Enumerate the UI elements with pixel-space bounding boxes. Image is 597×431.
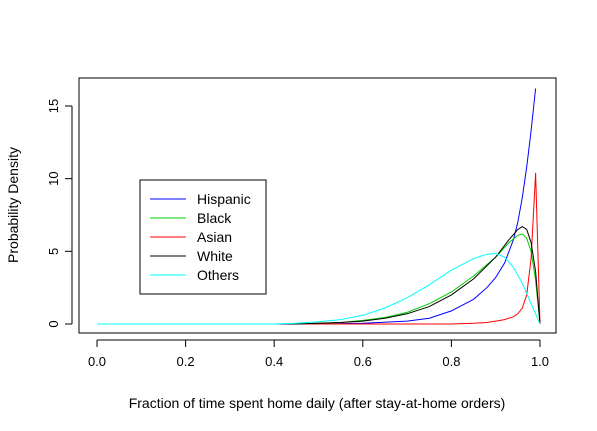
plot-frame: [78, 77, 557, 334]
series-line-white: [97, 226, 541, 325]
x-tick-label: 0.6: [354, 354, 372, 369]
legend-label: Others: [197, 267, 239, 283]
legend-label: White: [197, 248, 233, 264]
legend-label: Hispanic: [197, 191, 251, 207]
x-tick-label: 1.0: [531, 354, 549, 369]
legend-label: Asian: [197, 229, 232, 245]
legend: Hispanic Black Asian White Others: [139, 179, 267, 295]
y-tick-label: 5: [46, 248, 61, 255]
legend-label: Black: [197, 210, 232, 226]
x-tick-label: 0.8: [442, 354, 460, 369]
x-axis-title: Fraction of time spent home daily (after…: [129, 395, 506, 411]
x-axis: 0.0 0.2 0.4 0.6 0.8 1.0: [88, 339, 549, 369]
y-axis-title: Probability Density: [5, 147, 21, 263]
series-line-hispanic: [97, 88, 537, 325]
y-axis: 0 5 10 15: [46, 99, 73, 328]
y-tick-label: 15: [46, 99, 61, 113]
series-line-others: [97, 252, 541, 325]
y-tick-label: 0: [46, 320, 61, 327]
series-line-asian: [97, 172, 541, 325]
x-tick-label: 0.2: [177, 354, 195, 369]
series-layer: [97, 88, 541, 325]
x-tick-label: 0.4: [265, 354, 283, 369]
x-tick-label: 0.0: [88, 354, 106, 369]
y-tick-label: 10: [46, 171, 61, 185]
